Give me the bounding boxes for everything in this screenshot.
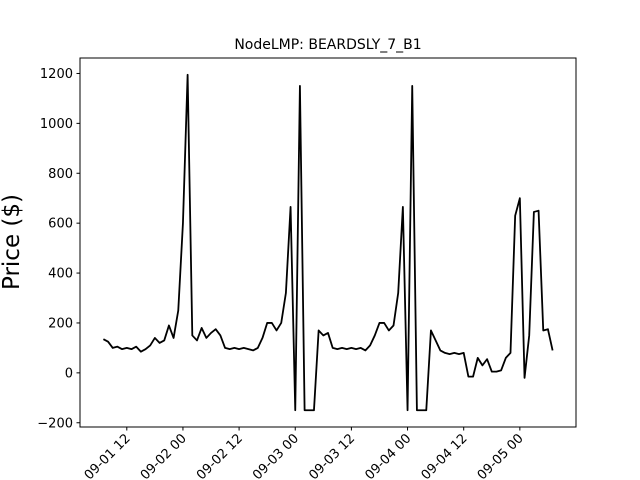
y-tick-label: 1200 — [40, 67, 73, 82]
x-tick-label: 09-04 00 — [362, 431, 414, 480]
x-tick-label: 09-02 00 — [138, 431, 190, 480]
y-tick-label: 800 — [48, 167, 73, 182]
x-tick-label: 09-03 00 — [250, 431, 302, 480]
x-tick-label: 09-03 12 — [306, 431, 358, 480]
y-axis-label: Price ($) — [0, 194, 25, 290]
x-tick-label: 09-01 12 — [82, 431, 134, 480]
plot-frame — [79, 57, 577, 428]
x-tick-label: 09-02 12 — [194, 431, 246, 480]
y-tick-label: 1000 — [40, 117, 73, 132]
x-tick-label: 09-05 00 — [475, 431, 527, 480]
y-tick-label: −200 — [37, 416, 73, 431]
x-tick-label: 09-04 12 — [419, 431, 471, 480]
line-series — [102, 73, 554, 412]
y-tick-label: 200 — [48, 316, 73, 331]
y-tick-label: 0 — [65, 366, 73, 381]
y-tick-label: 600 — [48, 217, 73, 232]
y-tick-label: 400 — [48, 267, 73, 282]
chart-title: NodeLMP: BEARDSLY_7_B1 — [234, 37, 421, 53]
